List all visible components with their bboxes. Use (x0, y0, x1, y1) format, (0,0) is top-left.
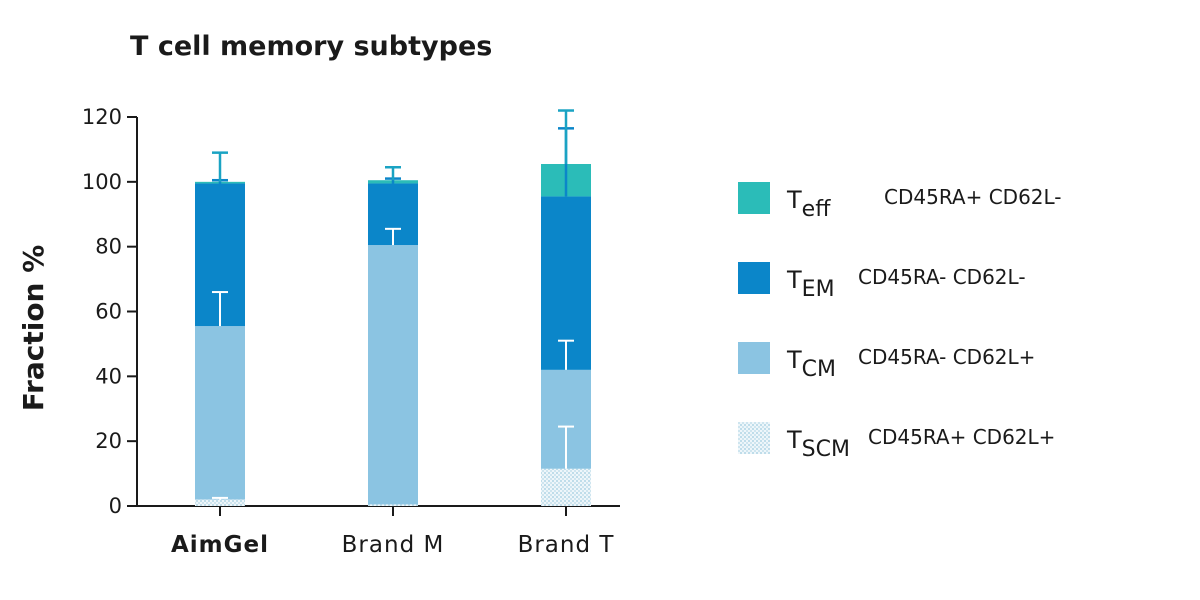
bar-segment-tscm (541, 468, 591, 506)
legend-label-teff: Teff (786, 186, 831, 222)
bar-segment-tscm (368, 504, 418, 506)
x-tick-label: AimGel (171, 532, 269, 558)
y-tick-label: 40 (95, 364, 122, 388)
legend-desc-tcm: CD45RA- CD62L+ (858, 345, 1035, 369)
y-tick-label: 20 (95, 429, 122, 453)
legend: Teff CD45RA+ CD62L- TEM CD45RA- CD62L- TCM CD… (738, 182, 1062, 462)
legend-label-tscm: TSCM (786, 426, 850, 462)
legend-subscript-tem: EM (802, 277, 835, 302)
legend-label-tem: TEM (786, 266, 835, 302)
bar-segment-tcm (195, 326, 245, 500)
y-axis-label: Fraction % (17, 245, 50, 412)
legend-subscript-tcm: CM (802, 357, 836, 382)
legend-label-tcm: TCM (786, 346, 836, 382)
y-tick-label: 120 (82, 105, 122, 129)
axes: 0 20 40 60 80 100 120 AimGel Brand M Brand T (82, 105, 620, 558)
legend-desc-tscm: CD45RA+ CD62L+ (868, 425, 1055, 449)
legend-swatch-tcm (738, 342, 770, 374)
chart-title: T cell memory subtypes (130, 31, 492, 62)
y-tick-label: 60 (95, 300, 122, 324)
legend-desc-tem: CD45RA- CD62L- (858, 265, 1026, 289)
x-tick-label: Brand T (518, 532, 615, 558)
bar-segment-tscm (195, 499, 245, 506)
legend-swatch-teff (738, 182, 770, 214)
legend-subscript-teff: eff (802, 197, 832, 222)
bars (195, 164, 591, 506)
legend-desc-teff: CD45RA+ CD62L- (884, 185, 1062, 209)
y-tick-label: 0 (109, 494, 122, 518)
legend-subscript-tscm: SCM (802, 437, 850, 462)
legend-swatch-tscm (738, 422, 770, 454)
y-tick-label: 80 (95, 235, 122, 259)
x-tick-label: Brand M (342, 532, 445, 558)
error-bars (212, 109, 574, 500)
y-tick-label: 100 (82, 170, 122, 194)
bar-segment-tcm (368, 245, 418, 505)
legend-swatch-tem (738, 262, 770, 294)
